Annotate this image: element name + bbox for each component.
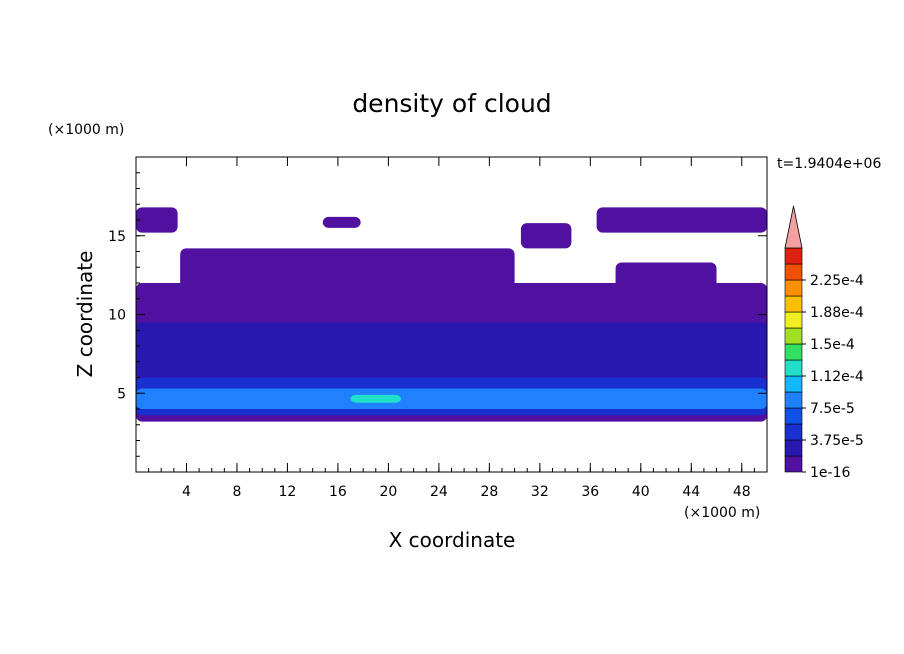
density-region-7 (136, 322, 767, 378)
cloud-density-field (136, 207, 767, 422)
x-tick-label: 8 (232, 484, 241, 500)
colorbar-label: 2.25e-4 (810, 273, 864, 289)
colorbar-swatch (784, 407, 803, 425)
density-region-10 (350, 394, 402, 403)
colorbar-label: 1.88e-4 (810, 305, 864, 321)
colorbar-swatch (784, 455, 803, 473)
colorbar-swatch (784, 439, 803, 457)
x-tick-label: 4 (182, 484, 191, 500)
x-tick-label: 28 (480, 484, 498, 500)
x-tick-label: 44 (682, 484, 700, 500)
x-tick-label: 32 (531, 484, 549, 500)
colorbar-swatch (784, 391, 803, 409)
y-unit-label: (×1000 m) (48, 122, 124, 138)
colorbar-swatch (784, 327, 803, 345)
x-axis-label: X coordinate (389, 528, 516, 552)
y-tick-label: 10 (108, 308, 126, 324)
x-tick-label: 16 (329, 484, 347, 500)
chart-title: density of cloud (352, 89, 551, 118)
colorbar-swatch (784, 375, 803, 393)
colorbar-swatch (784, 263, 803, 281)
density-region-1 (180, 248, 515, 291)
x-tick-label: 12 (279, 484, 297, 500)
colorbar-swatch (784, 311, 803, 329)
x-tick-label: 24 (430, 484, 448, 500)
density-region-5 (520, 223, 572, 249)
x-axis: 4 8 12 16 20 24 28 32 36 40 44 48 (148, 157, 755, 500)
x-tick-label: 36 (581, 484, 599, 500)
colorbar-swatch (784, 343, 803, 361)
y-axis: 5 10 15 (108, 172, 767, 457)
x-tick-label: 48 (733, 484, 751, 500)
colorbar-swatch (784, 359, 803, 377)
colorbar: 1e-16 3.75e-5 7.5e-5 1.12e-4 1.5e-4 1.88e-4 2.… (784, 205, 864, 481)
colorbar-label: 1e-16 (810, 465, 850, 481)
colorbar-swatch (784, 423, 803, 441)
density-region-2 (615, 262, 717, 291)
colorbar-label: 3.75e-5 (810, 433, 864, 449)
density-region-3 (136, 207, 178, 233)
colorbar-swatch (784, 279, 803, 297)
x-tick-label: 20 (379, 484, 397, 500)
time-label: t=1.9404e+06 (777, 156, 881, 172)
colorbar-label: 7.5e-5 (810, 401, 855, 417)
colorbar-swatch (784, 247, 803, 265)
colorbar-label: 1.5e-4 (810, 337, 855, 353)
density-region-4 (322, 216, 361, 228)
colorbar-label: 1.12e-4 (810, 369, 864, 385)
y-tick-label: 15 (108, 229, 126, 245)
density-region-9 (136, 388, 767, 409)
colorbar-swatch (784, 295, 803, 313)
colorbar-extend-max (784, 205, 803, 249)
x-tick-label: 40 (632, 484, 650, 500)
density-region-6 (596, 207, 767, 233)
y-tick-label: 5 (117, 386, 126, 402)
x-unit-label: (×1000 m) (684, 505, 760, 521)
y-axis-label: Z coordinate (73, 251, 97, 378)
